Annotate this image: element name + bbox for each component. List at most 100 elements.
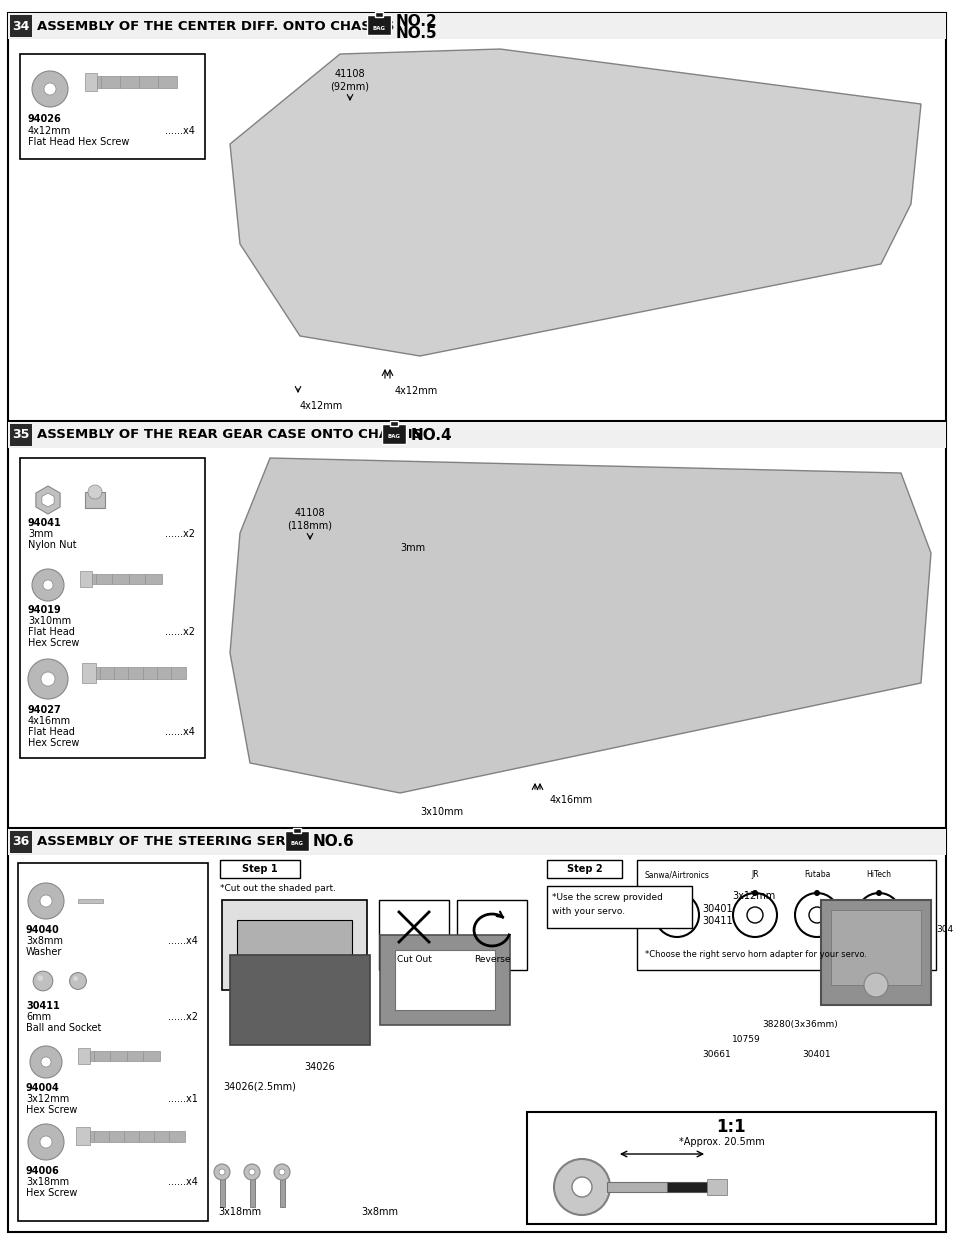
Circle shape xyxy=(32,569,64,601)
Circle shape xyxy=(32,70,68,107)
Circle shape xyxy=(28,883,64,919)
Text: *Cut out the shaded part.: *Cut out the shaded part. xyxy=(220,884,335,893)
Text: ......x2: ......x2 xyxy=(165,627,194,637)
Circle shape xyxy=(40,895,52,906)
Text: 94019: 94019 xyxy=(28,605,62,615)
Text: ......x1: ......x1 xyxy=(168,1094,198,1104)
Circle shape xyxy=(808,906,824,923)
Text: 30411: 30411 xyxy=(26,1002,60,1011)
Circle shape xyxy=(28,659,68,699)
Circle shape xyxy=(870,906,886,923)
Text: 34026(2.5mm): 34026(2.5mm) xyxy=(223,1082,296,1092)
Text: *Choose the right servo horn adapter for your servo.: *Choose the right servo horn adapter for… xyxy=(644,951,866,960)
Circle shape xyxy=(655,893,699,937)
Bar xyxy=(285,831,309,851)
Text: 4x12mm: 4x12mm xyxy=(28,126,71,136)
Circle shape xyxy=(668,906,684,923)
Bar xyxy=(830,910,920,986)
Circle shape xyxy=(88,485,102,499)
Text: ASSEMBLY OF THE CENTER DIFF. ONTO CHASSIS: ASSEMBLY OF THE CENTER DIFF. ONTO CHASSI… xyxy=(37,20,394,32)
Text: BAG: BAG xyxy=(388,435,400,440)
Text: 3x18mm: 3x18mm xyxy=(218,1207,261,1216)
Text: ......x2: ......x2 xyxy=(168,1011,198,1023)
Bar xyxy=(280,1177,285,1207)
Text: 3x18mm: 3x18mm xyxy=(26,1177,69,1187)
Text: 3x12mm: 3x12mm xyxy=(26,1094,70,1104)
Text: 94041: 94041 xyxy=(28,517,62,529)
Text: 4x16mm: 4x16mm xyxy=(28,716,71,726)
Circle shape xyxy=(572,1177,592,1197)
Circle shape xyxy=(863,973,887,997)
Bar xyxy=(20,458,205,758)
Circle shape xyxy=(73,976,78,981)
Bar xyxy=(395,950,495,1010)
Circle shape xyxy=(244,1165,260,1179)
Circle shape xyxy=(28,1124,64,1160)
Bar xyxy=(293,827,301,832)
Text: 34026: 34026 xyxy=(304,1062,335,1072)
Bar xyxy=(375,12,383,17)
Text: Step 2: Step 2 xyxy=(566,864,601,874)
Bar xyxy=(90,1131,185,1142)
Bar xyxy=(378,900,449,969)
Polygon shape xyxy=(78,1049,90,1065)
Text: 3mm: 3mm xyxy=(28,529,53,538)
Text: Sanwa/Airtronics: Sanwa/Airtronics xyxy=(644,871,709,879)
Text: ......x4: ......x4 xyxy=(165,727,194,737)
Text: 30411: 30411 xyxy=(935,925,953,935)
Text: 10759: 10759 xyxy=(731,1035,760,1045)
Text: BAG: BAG xyxy=(291,841,303,846)
Circle shape xyxy=(554,1158,609,1215)
Bar xyxy=(382,424,406,445)
Circle shape xyxy=(33,971,52,990)
Circle shape xyxy=(751,890,758,897)
Bar xyxy=(8,829,945,855)
Text: Hex Screw: Hex Screw xyxy=(26,1188,77,1198)
Text: ASSEMBLY OF THE STEERING SERVO: ASSEMBLY OF THE STEERING SERVO xyxy=(37,836,307,848)
Circle shape xyxy=(41,1057,51,1067)
Bar xyxy=(8,422,945,448)
Circle shape xyxy=(673,890,679,897)
Bar xyxy=(666,1182,706,1192)
Polygon shape xyxy=(42,493,54,508)
Bar xyxy=(230,955,370,1045)
Text: 94040: 94040 xyxy=(26,925,60,935)
Circle shape xyxy=(794,893,838,937)
Text: Hex Screw: Hex Screw xyxy=(28,739,79,748)
Circle shape xyxy=(37,976,43,981)
Text: NO.5: NO.5 xyxy=(395,26,436,41)
Text: 30661: 30661 xyxy=(701,1051,730,1060)
Text: 34: 34 xyxy=(12,20,30,32)
Circle shape xyxy=(41,672,55,685)
Text: ......x2: ......x2 xyxy=(165,529,194,538)
Bar xyxy=(91,574,162,584)
Bar xyxy=(10,15,32,37)
Circle shape xyxy=(249,1170,254,1174)
Text: 3x10mm: 3x10mm xyxy=(28,616,71,626)
Text: NO.6: NO.6 xyxy=(313,835,355,850)
Text: Washer: Washer xyxy=(26,947,62,957)
Bar xyxy=(8,14,945,421)
Bar xyxy=(8,14,945,40)
Text: NO.4: NO.4 xyxy=(410,427,452,442)
Bar xyxy=(390,421,398,426)
Text: Flat Head: Flat Head xyxy=(28,727,74,737)
Text: 3x8mm: 3x8mm xyxy=(361,1207,398,1216)
Text: Flat Head Hex Screw: Flat Head Hex Screw xyxy=(28,137,130,147)
Text: (118mm): (118mm) xyxy=(287,520,333,530)
Polygon shape xyxy=(36,487,60,514)
Text: ASSEMBLY OF THE REAR GEAR CASE ONTO CHASSIS: ASSEMBLY OF THE REAR GEAR CASE ONTO CHAS… xyxy=(37,429,422,441)
Bar xyxy=(10,831,32,853)
Text: 94006: 94006 xyxy=(26,1166,60,1176)
Text: Step 1: Step 1 xyxy=(242,864,277,874)
Polygon shape xyxy=(85,73,97,91)
Circle shape xyxy=(813,890,820,897)
Text: *Approx. 20.5mm: *Approx. 20.5mm xyxy=(678,1137,763,1147)
Bar xyxy=(220,44,940,416)
Circle shape xyxy=(732,893,776,937)
Text: 4x16mm: 4x16mm xyxy=(550,795,593,805)
Text: Reverse: Reverse xyxy=(474,956,510,965)
Text: with your servo.: with your servo. xyxy=(552,908,624,916)
Text: Flat Head: Flat Head xyxy=(28,627,74,637)
Bar xyxy=(379,935,510,1025)
